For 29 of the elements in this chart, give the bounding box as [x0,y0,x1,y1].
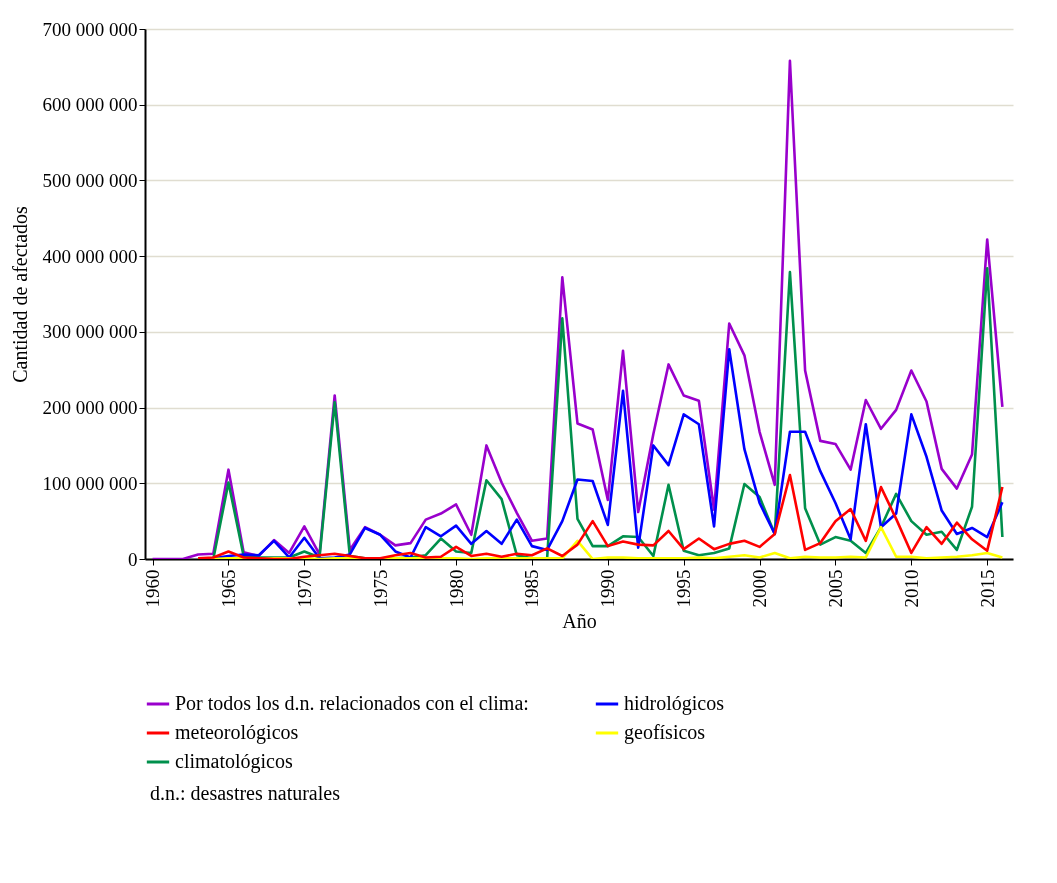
x-tick-label: 1980 [445,569,467,608]
legend-label: meteorológicos [175,721,299,744]
y-tick-label: 700 000 000 [42,18,138,40]
legend-label: geofísicos [624,721,706,744]
legend-label: Por todos los d.n. relacionados con el clima: [175,692,529,714]
line-series [196,473,1004,559]
x-tick-label: 2000 [749,569,771,608]
y-tick-label: 600 000 000 [42,94,138,116]
y-axis-title: Cantidad de afectados [8,205,31,383]
x-tick-label: 2010 [900,569,922,608]
y-tick-label: 500 000 000 [42,169,138,191]
x-tick-label: 1995 [673,569,695,608]
y-tick-label: 400 000 000 [42,245,138,267]
x-axis-title: Año [562,609,597,632]
y-tick-label: 200 000 000 [42,397,138,419]
x-tick-label: 1985 [521,569,543,608]
x-tick-label: 1990 [597,569,619,608]
text: d.n.: desastres naturales [150,782,341,805]
x-tick-label: 1975 [369,569,391,608]
y-tick-label: 300 000 000 [42,321,138,343]
y-tick-label: 100 000 000 [42,472,138,494]
y-tick-label: 0 [128,548,138,570]
legend-label: climatológicos [175,750,293,773]
x-tick-label: 1960 [142,569,164,608]
x-tick-label: 2015 [976,569,998,608]
legend-label: hidrológicos [624,692,725,715]
x-tick-label: 1970 [293,569,315,608]
x-tick-label: 2005 [824,569,846,608]
x-tick-label: 1965 [217,569,239,608]
